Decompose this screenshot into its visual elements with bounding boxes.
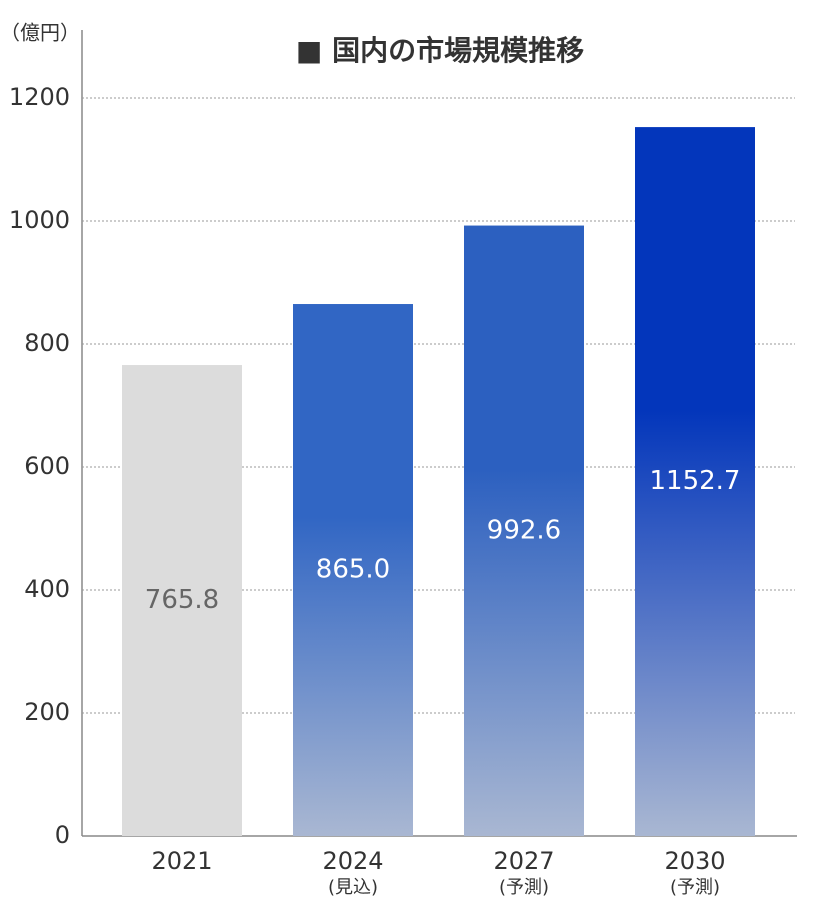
- y-tick-label: 0: [55, 821, 70, 849]
- bar: [635, 127, 755, 837]
- bar: [293, 304, 413, 836]
- y-tick-label: 1000: [9, 206, 70, 234]
- bar: [122, 365, 242, 836]
- data-label: 992.6: [487, 515, 561, 545]
- x-tick-label: 2024: [322, 847, 383, 875]
- bar: [464, 225, 584, 836]
- x-tick-label: 2030: [664, 847, 725, 875]
- y-tick-label: 400: [24, 575, 70, 603]
- data-label: 1152.7: [650, 466, 741, 496]
- y-tick-label: 200: [24, 698, 70, 726]
- x-tick-label: 2021: [151, 847, 212, 875]
- x-tick-note: (予測): [499, 877, 549, 898]
- x-tick-note: (見込): [328, 877, 378, 898]
- y-tick-label: 1200: [9, 83, 70, 111]
- y-tick-label: 600: [24, 452, 70, 480]
- y-tick-label: 800: [24, 329, 70, 357]
- x-tick-note: (予測): [670, 877, 720, 898]
- data-label: 765.8: [145, 585, 219, 615]
- x-tick-label: 2027: [493, 847, 554, 875]
- data-label: 865.0: [316, 555, 390, 585]
- unit-label: （億円）: [0, 21, 80, 45]
- chart-title: ■ 国内の市場規模推移: [296, 34, 584, 67]
